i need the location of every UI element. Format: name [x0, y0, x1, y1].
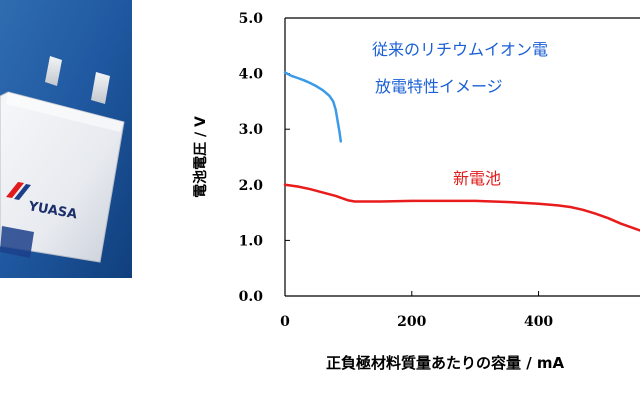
y-tick-label: 3.0	[239, 122, 264, 138]
y-tick-label: 1.0	[239, 233, 264, 249]
annotation-new-battery: 新電池	[453, 169, 501, 188]
chart-series	[283, 71, 640, 232]
battery-tab-left	[45, 56, 62, 86]
x-tick-label: 200	[397, 314, 426, 330]
y-tick-labels: 0.0 1.0 2.0 3.0 4.0 5.0	[239, 11, 264, 305]
series-line-new-battery	[283, 183, 640, 232]
x-tick-label: 400	[524, 314, 553, 330]
y-axis-label: 電池電圧 / V	[192, 116, 209, 198]
logo-stripe-blue	[14, 184, 31, 200]
y-tick-label: 0.0	[239, 289, 264, 305]
battery-label-badge	[0, 226, 34, 258]
battery-photo: YUASA	[0, 0, 132, 278]
battery-edge-highlight	[6, 92, 124, 132]
y-tick-label: 2.0	[239, 178, 264, 194]
series-line-conventional	[283, 71, 343, 143]
chart-axes	[284, 17, 640, 297]
y-tick-label: 5.0	[239, 11, 264, 27]
x-axis-label: 正負極材料質量あたりの容量 / mA	[326, 354, 565, 372]
annotation-conventional-line1: 従来のリチウムイオン電	[372, 40, 548, 59]
y-tick-label: 4.0	[239, 67, 264, 83]
x-tick-label: 0	[280, 314, 290, 330]
battery-photo-graphic: YUASA	[0, 0, 132, 278]
logo-stripe-red	[6, 182, 24, 198]
annotation-conventional-line2: 放電特性イメージ	[375, 77, 503, 96]
battery-tab-right	[91, 72, 110, 104]
x-tick-labels: 0 200 400	[280, 314, 553, 330]
